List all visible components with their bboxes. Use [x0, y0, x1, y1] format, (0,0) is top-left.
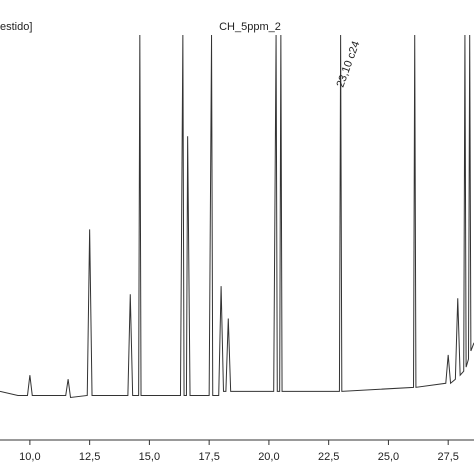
x-tick-label: 22,5	[318, 451, 339, 463]
chart-title: CH_5ppm_2	[219, 21, 281, 33]
x-tick-label: 15,0	[139, 451, 160, 463]
annotation: 23,10 c24	[335, 40, 363, 90]
x-tick-label: 10,0	[19, 451, 40, 463]
x-tick-label: 27,5	[437, 451, 458, 463]
x-tick-label: 12,5	[79, 451, 100, 463]
x-tick-label: 17,5	[198, 451, 219, 463]
x-tick-label: 20,0	[258, 451, 279, 463]
trace	[0, 34, 474, 399]
chart-subtitle: estido]	[0, 21, 32, 33]
x-tick-label: 25,0	[378, 451, 399, 463]
